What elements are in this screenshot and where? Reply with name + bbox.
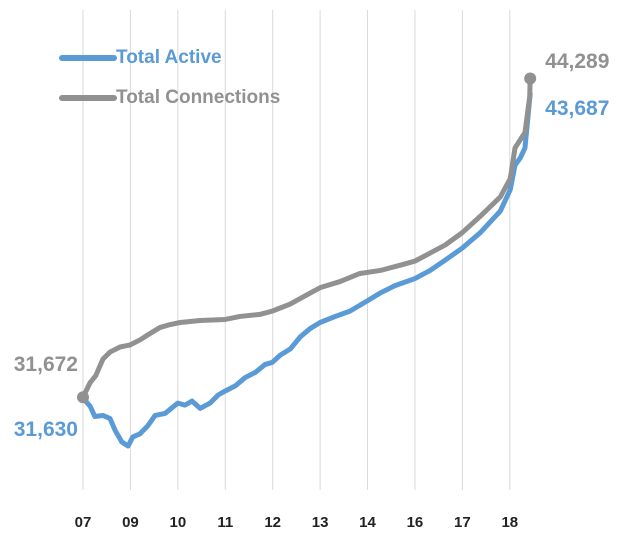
x-tick-label: 14 [359, 514, 376, 531]
x-tick-label: 10 [169, 514, 186, 531]
x-tick-label: 12 [264, 514, 281, 531]
data-label: 44,289 [545, 50, 609, 73]
data-label: 43,687 [545, 97, 609, 120]
x-tick-label: 13 [312, 514, 329, 531]
x-tick-label: 18 [501, 514, 518, 531]
x-tick-label: 09 [122, 514, 139, 531]
point-marker [76, 391, 89, 404]
x-tick-label: 17 [454, 514, 471, 531]
point-marker [524, 72, 537, 85]
series-line [80, 75, 533, 400]
series-line [80, 91, 533, 449]
x-tick-label: 11 [217, 514, 233, 531]
data-label: 31,630 [14, 418, 78, 441]
x-tick-label: 07 [75, 514, 92, 531]
data-label: 31,672 [14, 353, 78, 376]
x-tick-label: 16 [407, 514, 424, 531]
legend-label: Total Active [116, 47, 222, 68]
legend-label: Total Connections [116, 87, 280, 108]
